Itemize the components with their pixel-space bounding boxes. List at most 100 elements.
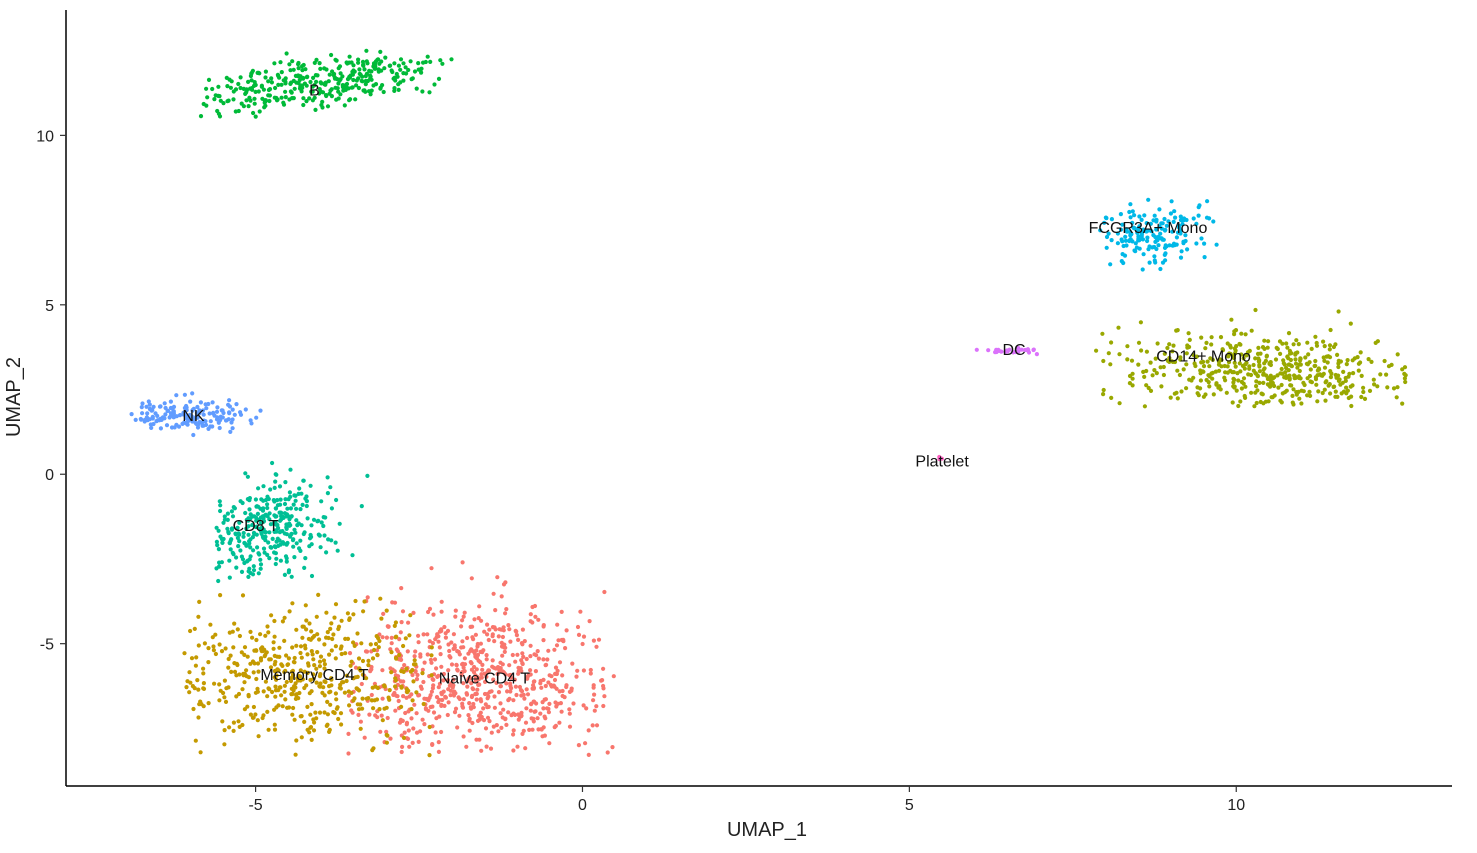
data-point — [226, 529, 231, 535]
data-point — [1194, 221, 1199, 226]
data-point — [302, 685, 307, 691]
data-point — [338, 71, 343, 76]
data-point — [1224, 390, 1229, 395]
data-point — [158, 426, 163, 431]
data-point — [497, 669, 502, 674]
data-point — [535, 649, 540, 654]
data-point — [265, 694, 270, 699]
data-point — [301, 96, 306, 101]
data-point — [1284, 341, 1289, 346]
data-point — [1254, 379, 1259, 384]
data-point — [1154, 238, 1159, 243]
data-point — [1031, 347, 1036, 353]
data-point — [485, 622, 490, 627]
data-point — [389, 670, 394, 675]
data-point — [418, 729, 423, 734]
data-point — [214, 409, 220, 414]
data-point — [575, 668, 580, 673]
data-point — [414, 711, 419, 716]
data-point — [360, 672, 365, 677]
data-point — [567, 724, 573, 729]
data-point — [359, 641, 364, 646]
data-point — [245, 474, 250, 479]
data-point — [516, 637, 521, 643]
data-point — [1140, 267, 1145, 272]
data-point — [1150, 245, 1155, 250]
data-point — [262, 550, 267, 555]
data-point — [144, 404, 149, 409]
data-point — [438, 652, 443, 657]
data-point — [368, 642, 373, 647]
data-point — [401, 643, 406, 649]
data-point — [460, 639, 465, 644]
data-point — [1322, 365, 1328, 370]
data-point — [290, 601, 295, 606]
data-point — [1243, 384, 1248, 389]
data-point — [384, 729, 389, 735]
data-point — [1127, 209, 1132, 215]
data-point — [430, 704, 435, 709]
data-point — [356, 57, 361, 62]
data-point — [518, 688, 524, 693]
data-point — [362, 88, 367, 93]
data-point — [281, 515, 286, 521]
data-point — [358, 668, 363, 673]
data-point — [411, 679, 416, 684]
data-point — [1307, 389, 1312, 394]
data-point — [226, 417, 231, 422]
data-point — [389, 635, 394, 640]
series-memory-cd4-t — [182, 592, 434, 758]
data-point — [399, 704, 404, 710]
data-point — [1264, 354, 1269, 359]
data-point — [204, 103, 209, 108]
data-point — [1313, 375, 1318, 380]
data-point — [413, 669, 418, 674]
data-point — [283, 668, 288, 674]
data-point — [1241, 376, 1247, 381]
data-point — [290, 645, 295, 650]
data-point — [284, 679, 289, 685]
data-point — [369, 88, 374, 93]
data-point — [1341, 389, 1347, 394]
data-point — [242, 541, 247, 546]
data-point — [1148, 221, 1153, 226]
data-point — [396, 63, 401, 68]
data-point — [309, 523, 314, 528]
data-point — [228, 653, 233, 658]
data-point — [244, 517, 249, 522]
data-point — [392, 690, 397, 696]
data-point — [456, 695, 461, 700]
data-point — [1121, 260, 1126, 266]
data-point — [285, 705, 290, 710]
data-point — [349, 690, 354, 696]
data-point — [1239, 331, 1244, 336]
data-point — [338, 646, 343, 651]
data-point — [523, 746, 528, 751]
data-point — [1255, 351, 1261, 356]
data-point — [338, 711, 344, 716]
data-point — [311, 672, 316, 677]
data-point — [317, 87, 322, 92]
data-point — [201, 686, 207, 692]
data-point — [251, 670, 256, 675]
data-point — [451, 677, 456, 682]
data-point — [1149, 229, 1154, 234]
data-point — [411, 726, 416, 731]
data-point — [1161, 364, 1166, 370]
data-point — [1238, 342, 1243, 347]
data-point — [421, 701, 426, 707]
data-point — [257, 71, 262, 76]
data-point — [1237, 361, 1242, 366]
data-point — [400, 609, 406, 614]
data-point — [527, 727, 532, 733]
data-point — [1155, 341, 1160, 346]
series-dc — [974, 345, 1039, 357]
data-point — [324, 67, 329, 72]
data-point — [1314, 343, 1320, 348]
data-point — [230, 514, 236, 519]
data-point — [358, 726, 363, 731]
data-point — [271, 640, 276, 645]
data-point — [317, 659, 323, 664]
data-point — [1296, 374, 1302, 379]
data-point — [1132, 213, 1137, 218]
